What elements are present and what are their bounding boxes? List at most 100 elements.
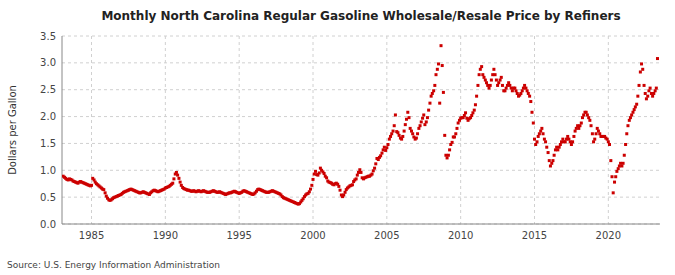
point [179, 181, 182, 184]
point [592, 140, 595, 143]
point [503, 89, 506, 92]
point [614, 175, 617, 178]
x-grid-line [165, 36, 166, 224]
point [511, 89, 514, 92]
y-tick-label: 3.0 [40, 57, 56, 68]
point [533, 138, 536, 141]
point [396, 131, 399, 134]
point [651, 95, 654, 98]
point [403, 130, 406, 133]
point [537, 135, 540, 138]
point [613, 181, 616, 184]
point [177, 177, 180, 180]
point [550, 162, 553, 165]
point [564, 140, 567, 143]
point [588, 119, 591, 122]
point [471, 111, 474, 114]
y-axis-label: Dollars per Gallon [7, 85, 18, 175]
point [567, 138, 570, 141]
point [440, 44, 443, 47]
point [318, 171, 321, 174]
points [62, 44, 659, 205]
point [453, 135, 456, 138]
point [360, 171, 363, 174]
point [527, 92, 530, 95]
point [622, 162, 625, 165]
point [337, 185, 340, 188]
point [474, 103, 477, 106]
x-grid-line [608, 36, 609, 224]
y-grid-line [62, 116, 660, 117]
point [430, 95, 433, 98]
point [581, 116, 584, 119]
point [389, 135, 392, 138]
point [631, 111, 634, 114]
point [574, 130, 577, 133]
point [480, 65, 483, 68]
point [432, 89, 435, 92]
point [624, 143, 627, 146]
point [419, 124, 422, 127]
point [344, 191, 347, 194]
point [529, 100, 532, 103]
point [421, 117, 424, 120]
point [611, 175, 614, 178]
point [615, 170, 618, 173]
point [481, 73, 484, 76]
y-tick-label: 2.0 [40, 111, 56, 122]
point [559, 143, 562, 146]
point [508, 84, 511, 87]
x-grid-line [239, 36, 240, 224]
point [390, 132, 393, 135]
point [521, 89, 524, 92]
y-tick-label: 1.0 [40, 165, 56, 176]
point [309, 188, 312, 191]
point [425, 120, 428, 123]
point [625, 132, 628, 135]
point [641, 68, 644, 71]
x-grid-line [386, 36, 387, 224]
point [646, 95, 649, 98]
point [393, 124, 396, 127]
point [448, 148, 451, 151]
plot-area [62, 36, 660, 224]
x-tick-label: 2015 [522, 230, 547, 241]
point [496, 84, 499, 87]
point [543, 138, 546, 141]
point [586, 113, 589, 116]
point [628, 119, 631, 122]
point [556, 148, 559, 151]
point [578, 124, 581, 127]
point [342, 193, 345, 196]
point [379, 154, 382, 157]
source-note: Source: U.S. Energy Information Administ… [7, 260, 220, 270]
point [608, 143, 611, 146]
point [497, 81, 500, 84]
x-tick-label: 1985 [79, 230, 104, 241]
point [536, 140, 539, 143]
point [478, 73, 481, 76]
point [548, 159, 551, 162]
point [436, 68, 439, 71]
point [479, 68, 482, 71]
point [475, 95, 478, 98]
point [645, 97, 648, 100]
point [513, 87, 516, 90]
x-grid-line [460, 36, 461, 224]
point [404, 123, 407, 126]
point [551, 159, 554, 162]
point [507, 81, 510, 84]
point [519, 92, 522, 95]
point [649, 87, 652, 90]
point [635, 103, 638, 106]
point [455, 127, 458, 130]
point [515, 89, 518, 92]
point [308, 190, 311, 193]
point [598, 132, 601, 135]
point [623, 154, 626, 157]
y-tick-label: 0.0 [40, 219, 56, 230]
point [457, 122, 460, 125]
point [476, 84, 479, 87]
point [426, 116, 429, 119]
point [435, 73, 438, 76]
